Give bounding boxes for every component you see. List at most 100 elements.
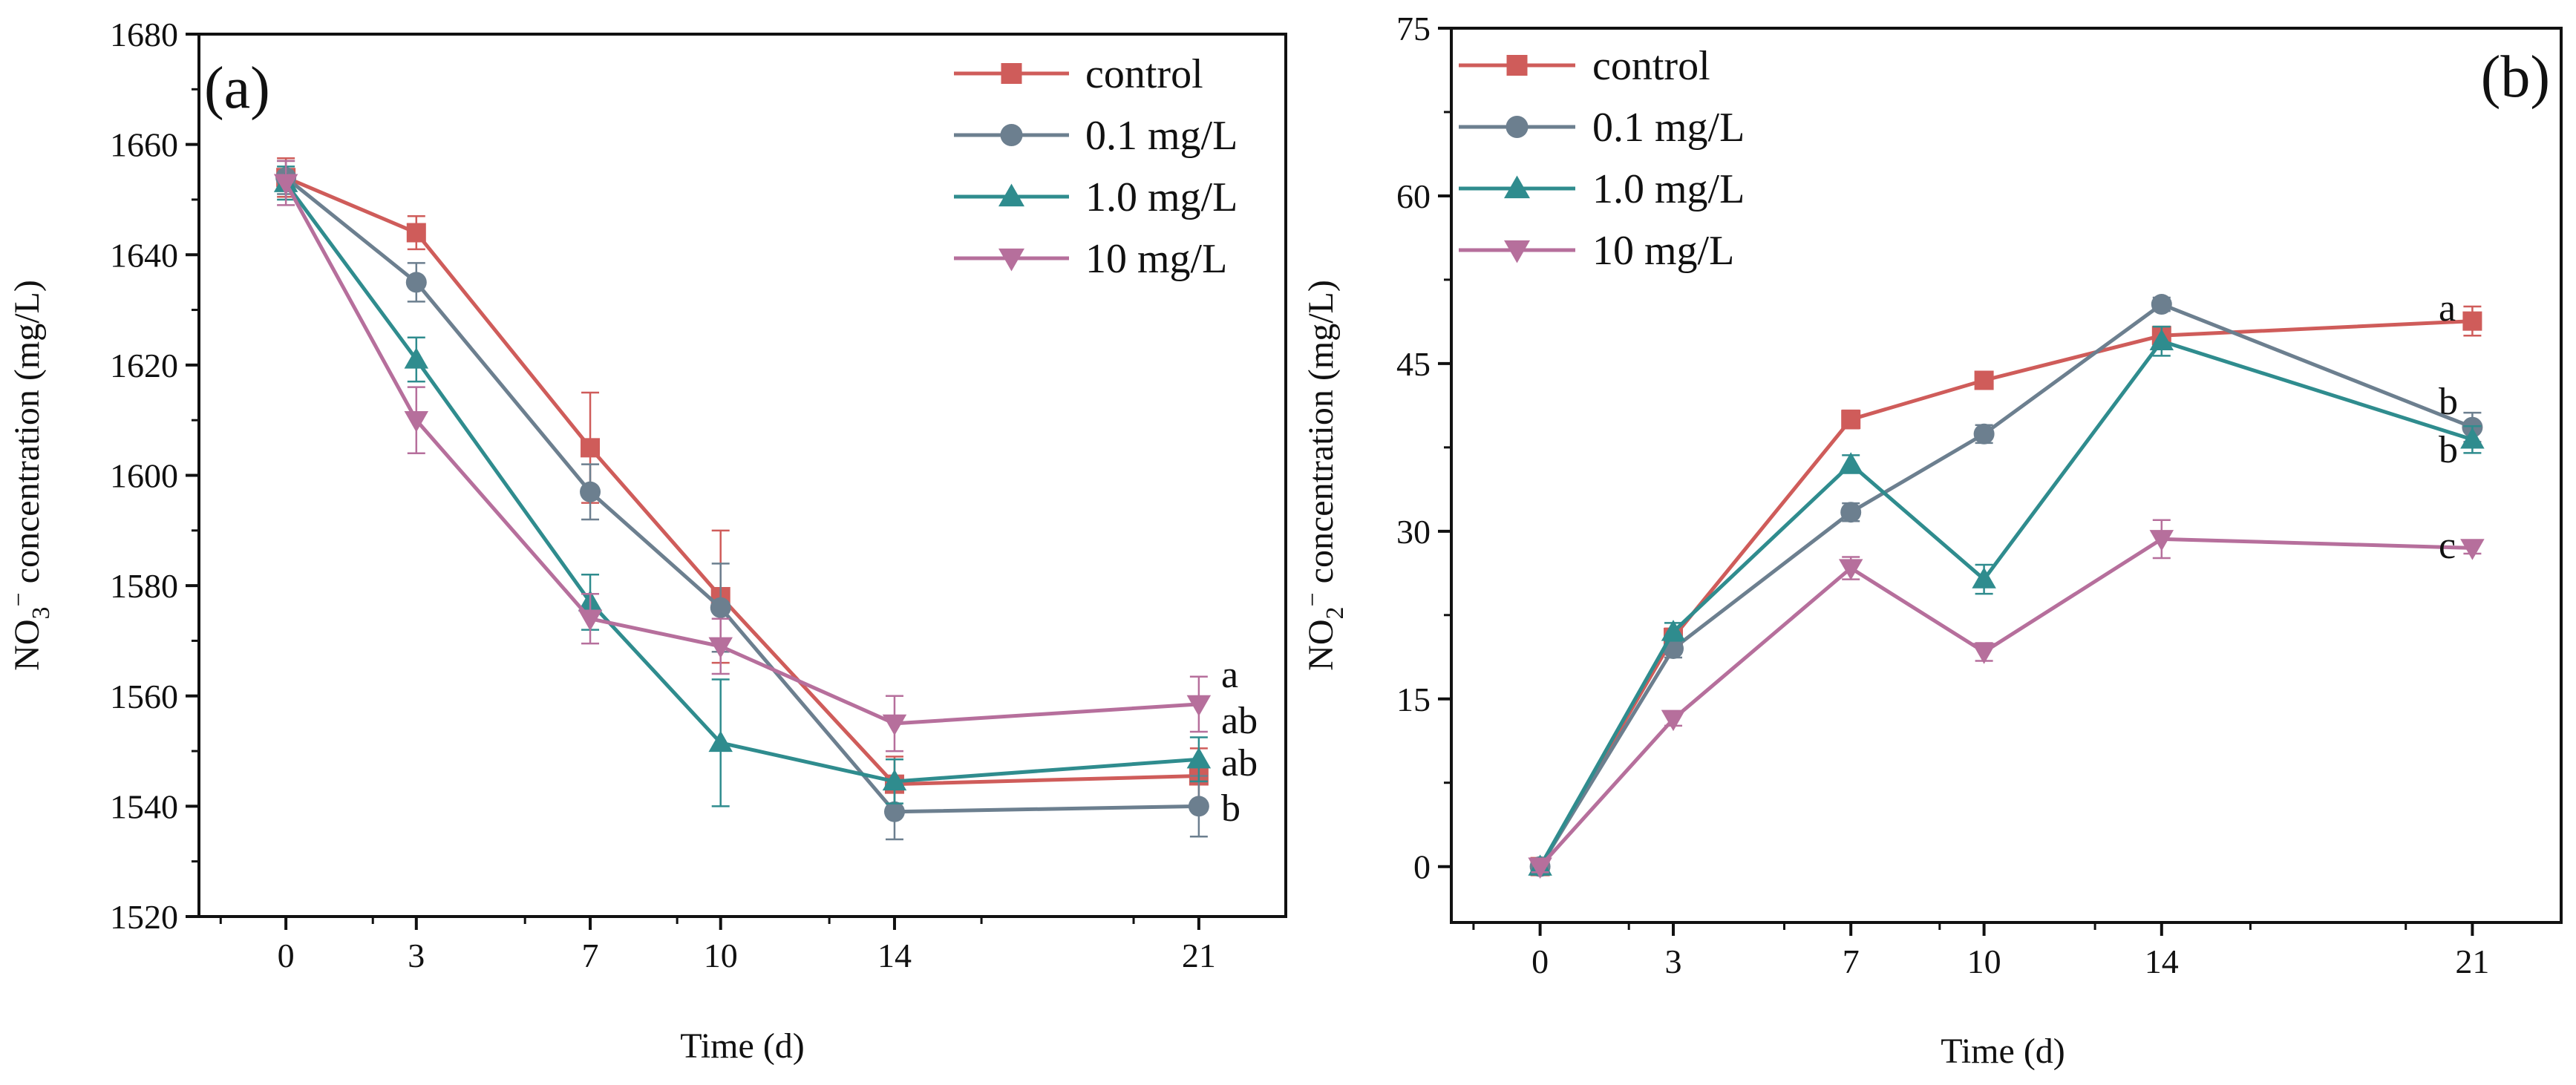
- significance-label: b: [2439, 429, 2458, 471]
- legend-marker: [998, 248, 1024, 272]
- data-point: [710, 597, 731, 618]
- data-point: [2149, 329, 2174, 350]
- series-0-1-mg-l: [275, 160, 1209, 841]
- plot-frame: [197, 33, 1287, 918]
- data-point: [580, 481, 601, 502]
- legend-item: control: [954, 51, 1203, 97]
- data-point: [2151, 294, 2172, 315]
- data-point: [404, 347, 429, 369]
- legend-label: control: [1592, 43, 1710, 89]
- panel-label: (b): [2481, 45, 2550, 110]
- y-tick-label: 30: [1396, 513, 1431, 551]
- data-point: [578, 609, 603, 631]
- data-point: [2149, 530, 2174, 551]
- y-tick-label: 1580: [110, 567, 178, 605]
- x-tick-label: 0: [278, 937, 295, 974]
- series-line: [284, 182, 1200, 784]
- series-10-mg-l: [273, 160, 1212, 753]
- legend: control 0.1 mg/L 1.0 mg/L 10 mg/L: [954, 51, 1238, 282]
- data-point: [708, 730, 733, 753]
- data-point: [882, 714, 907, 736]
- legend-marker: [1504, 175, 1530, 199]
- panel-label: (a): [204, 56, 270, 121]
- x-tick-label: 21: [2455, 943, 2489, 980]
- series-line: [1538, 319, 2473, 868]
- y-tick-label: 1540: [110, 787, 178, 825]
- significance-label: a: [2439, 287, 2456, 330]
- legend-marker: [1000, 124, 1023, 146]
- legend-label: 10 mg/L: [1592, 228, 1734, 274]
- significance-label: b: [2439, 381, 2458, 423]
- x-tick-label: 14: [877, 937, 912, 974]
- data-point: [273, 174, 298, 195]
- legend-marker: [1506, 55, 1528, 76]
- significance-label: ab: [1221, 700, 1258, 742]
- series-line: [1538, 537, 2473, 868]
- panel-b-chart: 0 15 30 45 60 75 0 3 7 10 14 21 Time (d) NO2− concent…: [1299, 10, 2563, 1071]
- data-point: [2460, 539, 2485, 560]
- data-point: [2462, 311, 2482, 331]
- y-tick-label: 1680: [110, 16, 178, 53]
- legend-item: control: [1459, 43, 1710, 89]
- data-point: [581, 438, 601, 458]
- x-tick-label: 7: [1843, 943, 1860, 980]
- legend-label: 0.1 mg/L: [1592, 105, 1745, 151]
- legend-label: control: [1085, 51, 1203, 97]
- significance-label: a: [1221, 654, 1238, 696]
- legend-label: 0.1 mg/L: [1085, 113, 1238, 159]
- significance-label: b: [1221, 787, 1240, 830]
- data-point: [1661, 709, 1686, 732]
- y-axis-title: NO3− concentration (mg/L): [5, 280, 55, 671]
- legend-item: 0.1 mg/L: [1459, 105, 1745, 151]
- x-tick-label: 21: [1182, 937, 1216, 974]
- y-tick-label: 1620: [110, 347, 178, 384]
- legend-label: 1.0 mg/L: [1085, 174, 1238, 220]
- y-tick-label: 60: [1396, 177, 1431, 215]
- series-control: [1530, 305, 2482, 876]
- y-tick-label: 1520: [110, 898, 178, 936]
- x-tick-label: 3: [1665, 943, 1682, 980]
- legend-label: 1.0 mg/L: [1592, 166, 1745, 212]
- x-axis-title: Time (d): [680, 1026, 805, 1066]
- y-tick-label: 45: [1396, 345, 1431, 383]
- significance-label: c: [2439, 525, 2456, 567]
- panel-a-chart: 1520 1540 1560 1580 1600 1620 1640 1660 1680 0 3 7 1…: [5, 16, 1287, 1066]
- y-tick-label: 75: [1396, 10, 1431, 47]
- y-tick-label: 1640: [110, 236, 178, 274]
- y-tick-label: 1660: [110, 126, 178, 164]
- series-1-0-mg-l: [1528, 325, 2485, 876]
- legend-marker: [1506, 116, 1529, 138]
- data-point: [883, 801, 905, 822]
- data-point: [1841, 410, 1861, 430]
- data-point: [1661, 620, 1686, 641]
- legend-marker: [1504, 240, 1530, 263]
- y-tick-label: 1560: [110, 678, 178, 715]
- data-point: [1186, 695, 1212, 717]
- y-axis-title: NO2− concentration (mg/L): [1299, 280, 1349, 671]
- x-tick-label: 10: [1967, 943, 2001, 980]
- legend-item: 0.1 mg/L: [954, 113, 1238, 159]
- series-line: [284, 182, 1200, 726]
- y-tick-label: 1600: [110, 457, 178, 495]
- x-tick-label: 10: [704, 937, 738, 974]
- series-line: [285, 175, 1199, 787]
- data-point: [2460, 427, 2485, 449]
- series-1-0-mg-l: [273, 165, 1212, 807]
- data-point: [1186, 747, 1212, 769]
- data-point: [405, 272, 427, 293]
- x-tick-label: 3: [408, 937, 425, 974]
- significance-label: ab: [1221, 742, 1258, 784]
- y-tick-label: 15: [1396, 681, 1431, 718]
- data-point: [1838, 452, 1863, 473]
- series-line: [1538, 339, 2474, 868]
- data-point: [1838, 559, 1863, 580]
- series-0-1-mg-l: [1529, 294, 2483, 877]
- legend-item: 1.0 mg/L: [1459, 166, 1745, 212]
- legend-marker: [1001, 63, 1022, 84]
- data-point: [882, 769, 907, 791]
- data-point: [1840, 502, 1862, 523]
- series-line: [284, 176, 1199, 814]
- data-point: [1974, 370, 1994, 390]
- y-tick-label: 0: [1413, 848, 1431, 886]
